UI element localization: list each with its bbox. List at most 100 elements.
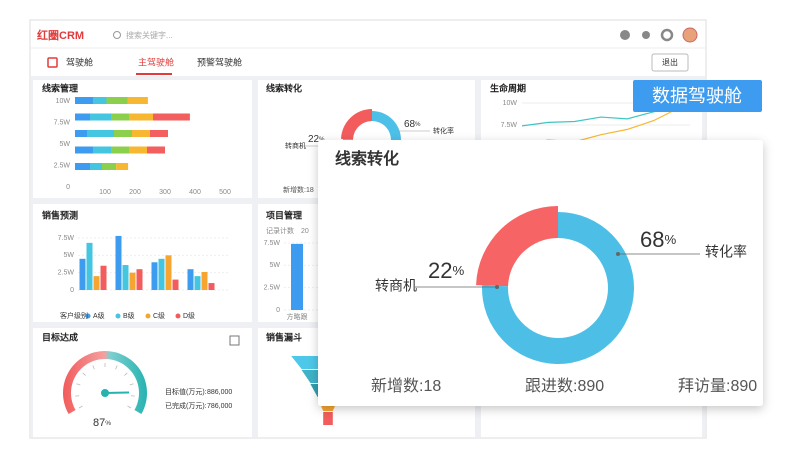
exit-button[interactable] bbox=[651, 53, 689, 72]
bar bbox=[201, 271, 208, 290]
bar bbox=[165, 255, 172, 290]
panel-title: 销售漏斗 bbox=[266, 331, 302, 342]
tab-active[interactable]: 主驾驶舱 bbox=[138, 56, 174, 67]
percent-unit: % bbox=[319, 137, 325, 143]
message-icon[interactable] bbox=[620, 30, 630, 40]
search-icon[interactable] bbox=[113, 31, 121, 39]
badge-label: 数据驾驶舱 bbox=[652, 86, 742, 106]
x-tick-label: 500 bbox=[219, 189, 231, 196]
bar-segment bbox=[75, 130, 87, 137]
gauge-tick bbox=[124, 372, 128, 376]
y-tick-label: 7.5W bbox=[264, 240, 281, 247]
legend-title: 客户级别 bbox=[60, 311, 88, 320]
bar bbox=[151, 262, 158, 290]
panel-subtitle: 记录计数 bbox=[266, 226, 294, 235]
legend-swatch bbox=[175, 313, 181, 319]
bar bbox=[194, 276, 201, 290]
percent-label: 68% bbox=[404, 119, 421, 130]
bar-segment bbox=[75, 146, 93, 154]
bar bbox=[129, 272, 136, 290]
legend-label[interactable]: D级 bbox=[183, 311, 195, 320]
bar-segment bbox=[102, 163, 117, 170]
segment-label: 转商机 bbox=[375, 278, 417, 294]
donut-segment bbox=[482, 212, 634, 364]
bar-segment bbox=[129, 113, 153, 121]
percent-unit: % bbox=[452, 263, 464, 278]
bar-segment bbox=[75, 97, 93, 104]
bar bbox=[136, 269, 143, 290]
y-label: 2.5W bbox=[54, 162, 71, 169]
bar-segment bbox=[111, 146, 129, 154]
bar-segment bbox=[87, 130, 114, 137]
gauge-tick bbox=[127, 405, 132, 409]
bar-segment bbox=[147, 146, 165, 154]
avatar[interactable] bbox=[682, 27, 698, 43]
x-tick-label: 方略跟 bbox=[287, 312, 308, 321]
panel-title: 目标达成 bbox=[42, 331, 78, 342]
legend-label[interactable]: C级 bbox=[153, 311, 165, 320]
legend-label[interactable]: A级 bbox=[93, 311, 105, 320]
legend-swatch bbox=[85, 313, 91, 319]
panel bbox=[33, 204, 252, 322]
bar bbox=[100, 265, 107, 290]
gauge-tick bbox=[115, 365, 118, 370]
bar-segment bbox=[132, 130, 150, 137]
x-tick-label: 200 bbox=[129, 189, 141, 196]
segment-label: 转商机 bbox=[285, 141, 306, 150]
percent-value: 68 bbox=[640, 227, 664, 252]
popup-title: 线索转化 bbox=[335, 149, 399, 168]
y-label: 7.5W bbox=[54, 119, 71, 126]
y-tick-label: 5W bbox=[270, 262, 281, 269]
bar-segment bbox=[129, 146, 147, 154]
bar-segment bbox=[93, 97, 107, 104]
exit-label[interactable]: 退出 bbox=[662, 57, 678, 67]
kpi-value: 886,000 bbox=[207, 389, 232, 396]
panel-title: 生命周期 bbox=[490, 82, 526, 93]
kpi-value: 786,000 bbox=[207, 403, 232, 410]
stat: 拜访量:890 bbox=[678, 377, 757, 395]
panel-title: 线索转化 bbox=[266, 82, 302, 93]
gauge-tick bbox=[78, 405, 83, 409]
bell-icon[interactable] bbox=[642, 31, 650, 39]
record-count: 20 bbox=[301, 228, 309, 235]
legend-swatch bbox=[145, 313, 151, 319]
y-tick-label: 2.5W bbox=[264, 285, 281, 292]
y-tick-label: 0 bbox=[70, 287, 74, 294]
percent-value: 87 bbox=[93, 417, 105, 429]
bar bbox=[79, 258, 86, 290]
legend-swatch bbox=[115, 313, 121, 319]
y-label: 10W bbox=[56, 98, 71, 105]
gauge-tick bbox=[82, 372, 86, 376]
percent-unit: % bbox=[664, 232, 676, 247]
percent-value: 22 bbox=[428, 258, 452, 283]
bar-segment bbox=[93, 146, 111, 154]
funnel-layer bbox=[323, 412, 333, 425]
percent-unit: % bbox=[415, 122, 421, 128]
bar-segment bbox=[90, 113, 111, 121]
settings-icon[interactable] bbox=[660, 28, 674, 42]
percent-label: 68% bbox=[640, 227, 676, 252]
y-label: 5W bbox=[60, 141, 71, 148]
bar bbox=[86, 242, 93, 290]
bar-segment bbox=[127, 97, 148, 104]
panel-title: 项目管理 bbox=[266, 209, 302, 220]
y-label: 0 bbox=[66, 184, 70, 191]
gauge-tick bbox=[129, 383, 134, 386]
bar-segment bbox=[75, 113, 90, 121]
bar-segment bbox=[90, 163, 102, 170]
percent-value: 68 bbox=[404, 119, 416, 130]
logo: 红圈CRM bbox=[37, 28, 84, 42]
badge bbox=[633, 80, 762, 112]
percent-label: 22% bbox=[428, 258, 464, 283]
legend-label[interactable]: B级 bbox=[123, 311, 135, 320]
stat: 新增数:18 bbox=[371, 377, 441, 395]
export-icon[interactable] bbox=[229, 335, 240, 346]
gauge-tick bbox=[76, 383, 81, 386]
y-tick-label: 2.5W bbox=[58, 270, 75, 277]
tab[interactable]: 驾驶舱 bbox=[66, 56, 93, 67]
stat: 新增数:18 bbox=[283, 185, 314, 194]
tab[interactable]: 预警驾驶舱 bbox=[197, 56, 242, 67]
y-tick-label: 5W bbox=[64, 252, 75, 259]
search-placeholder[interactable]: 搜索关键字... bbox=[126, 30, 173, 40]
